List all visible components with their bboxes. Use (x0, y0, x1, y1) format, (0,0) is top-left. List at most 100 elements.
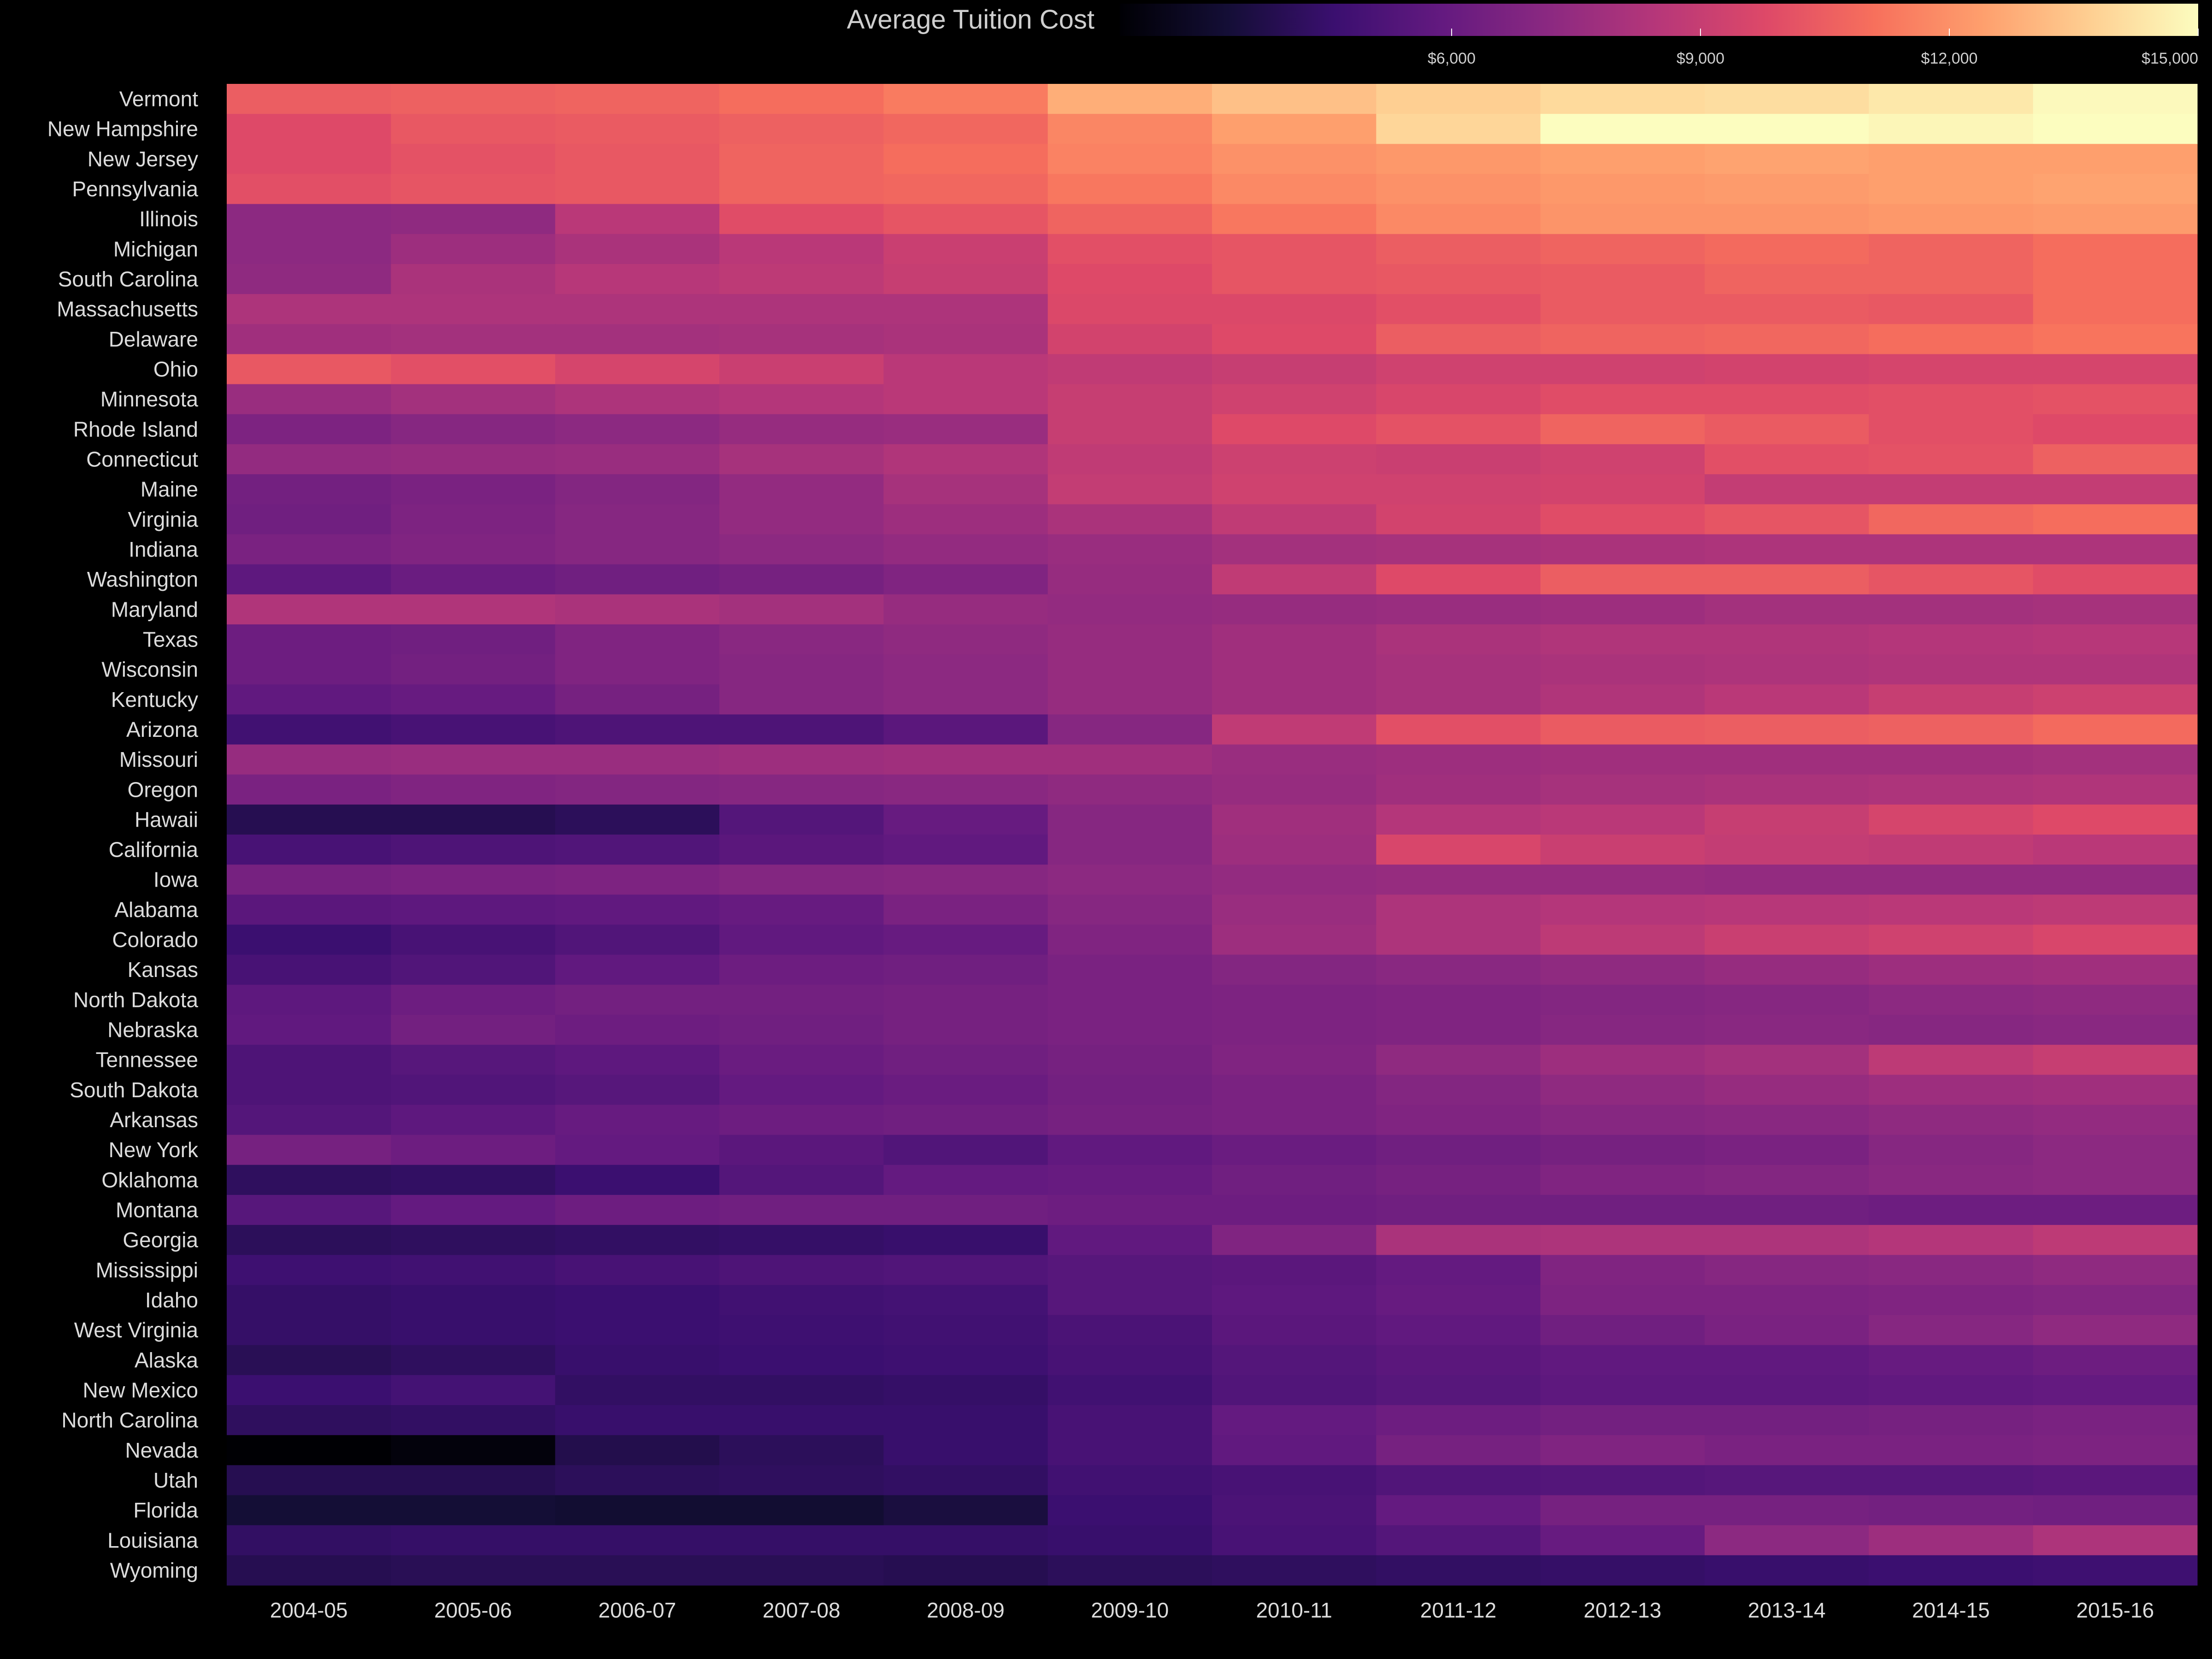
heatmap-cell (227, 564, 391, 595)
heatmap-cell (883, 504, 1048, 535)
heatmap-cell (719, 564, 884, 595)
heatmap-cell (1047, 1465, 1212, 1496)
heatmap-cell (227, 894, 391, 925)
heatmap-cell (1212, 144, 1377, 175)
heatmap-cell (1705, 924, 1869, 955)
heatmap-cell (883, 1315, 1048, 1346)
heatmap-cell (2033, 1135, 2198, 1165)
heatmap-cell (391, 324, 556, 355)
heatmap-cell (719, 1135, 884, 1165)
heatmap-cell (1212, 804, 1377, 835)
row-label: Kansas (128, 958, 198, 982)
column-label: 2005-06 (434, 1598, 512, 1622)
heatmap-cell (1047, 1315, 1212, 1346)
heatmap-cell (391, 564, 556, 595)
heatmap-cell (1540, 984, 1705, 1015)
heatmap-cell (391, 1405, 556, 1435)
column-label: 2007-08 (763, 1598, 841, 1622)
heatmap-cell (1705, 684, 1869, 715)
heatmap-cell (555, 204, 720, 235)
heatmap-cell (1376, 1165, 1541, 1195)
heatmap-cell (1869, 1315, 2034, 1346)
heatmap-cell (227, 354, 391, 385)
row-label: Iowa (153, 868, 199, 892)
heatmap-cell (1540, 865, 1705, 895)
heatmap-cell (1047, 774, 1212, 805)
colorbar-tick-label: $6,000 (1428, 50, 1476, 67)
heatmap-cell (1540, 894, 1705, 925)
heatmap-cell (1705, 954, 1869, 985)
heatmap-cell (2033, 744, 2198, 775)
heatmap-cell (391, 204, 556, 235)
heatmap-cell (1212, 114, 1377, 144)
heatmap-cell (1705, 835, 1869, 865)
heatmap-cell (883, 174, 1048, 205)
heatmap-cell (555, 534, 720, 565)
heatmap-cell (719, 1315, 884, 1346)
heatmap-cell (1869, 144, 2034, 175)
heatmap-cell (391, 414, 556, 445)
heatmap-cell (227, 1075, 391, 1106)
heatmap-cell (1376, 264, 1541, 294)
heatmap-cell (1705, 1315, 1869, 1346)
row-label: South Dakota (70, 1078, 198, 1102)
row-label: New Hampshire (47, 117, 198, 141)
heatmap-cell (883, 1045, 1048, 1075)
heatmap-cell (1540, 1555, 1705, 1586)
heatmap-cell (1047, 1105, 1212, 1135)
heatmap-cell (555, 144, 720, 175)
column-label: 2009-10 (1091, 1598, 1169, 1622)
heatmap-cell (227, 865, 391, 895)
heatmap-cell (2033, 684, 2198, 715)
row-label: Maryland (111, 597, 198, 621)
heatmap-cell (1212, 564, 1377, 595)
heatmap-cell (1212, 594, 1377, 625)
heatmap-cell (391, 1525, 556, 1556)
heatmap-cell (227, 1194, 391, 1225)
heatmap-cell (2033, 1105, 2198, 1135)
heatmap-cell (1047, 564, 1212, 595)
heatmap-cell (1212, 774, 1377, 805)
heatmap-cell (391, 1285, 556, 1316)
heatmap-cell (1869, 1495, 2034, 1526)
heatmap-cell (1869, 474, 2034, 505)
heatmap-cell (1212, 1345, 1377, 1376)
heatmap-cell (1540, 324, 1705, 355)
heatmap-cell (1376, 924, 1541, 955)
heatmap-cell (1376, 804, 1541, 835)
heatmap-cell (883, 804, 1048, 835)
heatmap-cell (1212, 1075, 1377, 1106)
heatmap-cell (719, 534, 884, 565)
heatmap-cell (1376, 234, 1541, 265)
heatmap-cell (883, 324, 1048, 355)
heatmap-cell (391, 174, 556, 205)
heatmap-cell (1376, 444, 1541, 475)
heatmap-cell (1869, 504, 2034, 535)
heatmap-cell (1540, 684, 1705, 715)
heatmap-cell (883, 1225, 1048, 1255)
heatmap-cell (1869, 1465, 2034, 1496)
heatmap-cell (391, 264, 556, 294)
heatmap-cell (227, 1014, 391, 1045)
heatmap-cell (227, 1045, 391, 1075)
heatmap-cell (2033, 1375, 2198, 1406)
heatmap-cell (719, 804, 884, 835)
heatmap-cell (1540, 114, 1705, 144)
heatmap-cell (719, 204, 884, 235)
heatmap-cell (1047, 744, 1212, 775)
heatmap-cell (719, 1555, 884, 1586)
heatmap-cell (227, 174, 391, 205)
heatmap-cell (1047, 414, 1212, 445)
heatmap-cell (1705, 1105, 1869, 1135)
heatmap-cell (1869, 1075, 2034, 1106)
heatmap-cell (1376, 835, 1541, 865)
heatmap-cell (883, 474, 1048, 505)
heatmap-cell (719, 234, 884, 265)
heatmap-cell (1212, 624, 1377, 655)
heatmap-cell (227, 84, 391, 114)
heatmap-cell (1869, 835, 2034, 865)
heatmap-cell (391, 114, 556, 144)
heatmap-cell (1705, 504, 1869, 535)
heatmap-cell (1705, 1255, 1869, 1285)
